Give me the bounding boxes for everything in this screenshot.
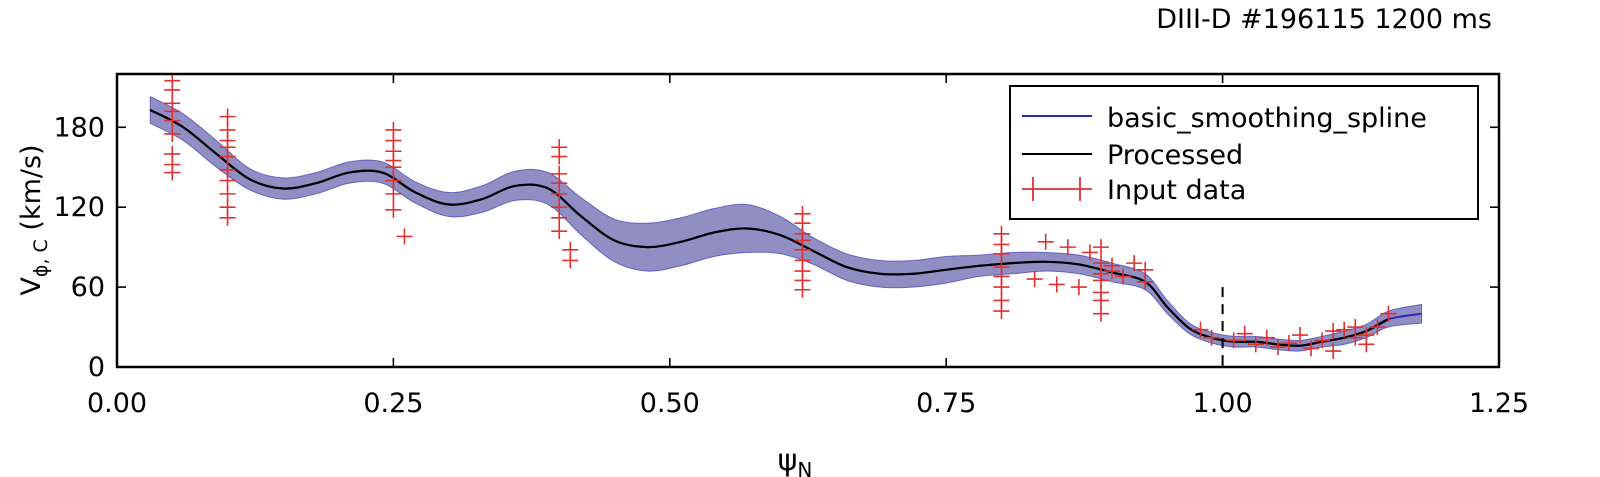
- legend-input-label: Input data: [1107, 175, 1246, 206]
- input-data-point: [385, 185, 402, 202]
- input-data-point: [1269, 339, 1286, 356]
- input-data-point: [1347, 319, 1364, 336]
- input-data-point: [993, 303, 1010, 320]
- input-data-point: [1247, 336, 1264, 353]
- input-data-point: [1059, 239, 1076, 256]
- input-data-point: [1380, 305, 1397, 322]
- y-tick-label: 120: [53, 192, 105, 223]
- chart-title: DIII-D #196115 1200 ms: [1156, 4, 1492, 35]
- input-data-point: [1336, 321, 1353, 338]
- x-tick-label: 1.00: [1193, 388, 1253, 419]
- input-data-point: [1203, 329, 1220, 346]
- input-data-point: [562, 252, 579, 269]
- legend-processed-label: Processed: [1107, 140, 1243, 171]
- plot-frame: [115, 72, 1501, 369]
- input-data-point: [1115, 268, 1132, 285]
- input-data-point: [1314, 332, 1331, 349]
- processed-series-line: [149, 109, 1389, 347]
- input-data-point: [1325, 343, 1342, 360]
- x-tick-label: 0.00: [87, 388, 147, 419]
- input-data-point: [1236, 325, 1253, 342]
- input-data-point: [385, 201, 402, 218]
- x-axis-label: ψN: [778, 443, 813, 477]
- spline-uncertainty-band: [149, 95, 1423, 352]
- x-tick-label: 1.25: [1469, 388, 1529, 419]
- uncertainty-band-layer: [149, 95, 1423, 352]
- y-tick-label: 0: [88, 352, 105, 383]
- input-data-point: [1092, 272, 1109, 289]
- legend-input-swatch: [1022, 177, 1092, 201]
- legend: basic_smoothing_spline Processed Input d…: [1009, 85, 1479, 220]
- x-tick-label: 0.75: [916, 388, 976, 419]
- input-data-point: [164, 164, 181, 181]
- input-data-point: [1037, 233, 1054, 250]
- input-data-point: [1081, 244, 1098, 261]
- input-data-point: [1291, 327, 1308, 344]
- input-data-point: [1192, 321, 1209, 338]
- input-data-point: [1280, 335, 1297, 352]
- input-data-point: [1325, 323, 1342, 340]
- input-data-point: [1225, 332, 1242, 349]
- input-data-layer: [164, 74, 1397, 360]
- input-data-point: [794, 281, 811, 298]
- input-data-point: [1048, 276, 1065, 293]
- input-data-point: [396, 228, 413, 245]
- legend-box: [1009, 85, 1479, 220]
- input-data-point: [1104, 263, 1121, 280]
- input-data-point: [551, 223, 568, 240]
- input-data-point: [1070, 279, 1087, 296]
- input-data-point: [1137, 273, 1154, 290]
- x-tick-label: 0.25: [363, 388, 423, 419]
- input-data-point: [551, 148, 568, 165]
- x-tick-label: 0.50: [640, 388, 700, 419]
- input-data-point: [1092, 305, 1109, 322]
- input-data-point: [1126, 255, 1143, 272]
- y-axis-label: Vϕ, C (km/s): [16, 144, 52, 295]
- legend-spline-label: basic_smoothing_spline: [1107, 103, 1427, 134]
- input-data-point: [1303, 340, 1320, 357]
- input-data-point: [1369, 319, 1386, 336]
- input-data-point: [1092, 239, 1109, 256]
- input-data-point: [1358, 336, 1375, 353]
- axis-ticks: 0.00 0.25 0.50 0.75 1.00 1.25 0 60 120 180: [53, 74, 1529, 419]
- y-tick-label: 60: [71, 272, 105, 303]
- input-data-point: [1026, 271, 1043, 288]
- input-data-point: [164, 125, 181, 142]
- input-data-point: [219, 209, 236, 226]
- y-tick-label: 180: [53, 112, 105, 143]
- input-data-point: [1258, 329, 1275, 346]
